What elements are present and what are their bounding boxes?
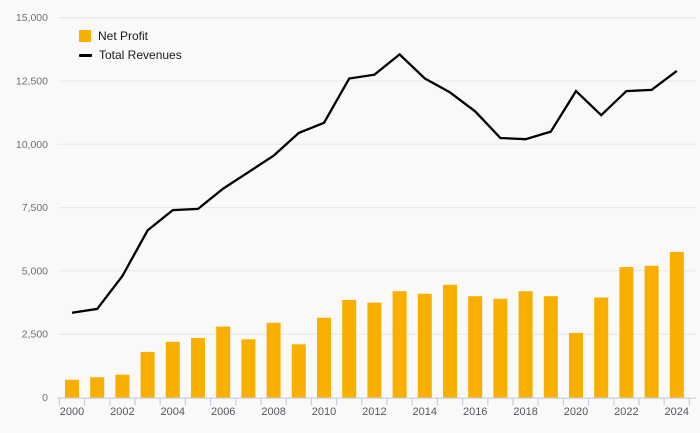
y-axis-tick-label: 2,500 xyxy=(22,329,48,341)
bar-2021[interactable] xyxy=(594,297,609,398)
bar-2007[interactable] xyxy=(241,339,256,398)
net-profit-swatch-icon xyxy=(79,30,91,42)
bar-2012[interactable] xyxy=(367,302,382,398)
bar-2016[interactable] xyxy=(468,296,483,398)
bar-2023[interactable] xyxy=(644,265,659,398)
bar-2003[interactable] xyxy=(140,351,155,398)
bar-2014[interactable] xyxy=(417,293,432,398)
bar-2018[interactable] xyxy=(518,291,533,398)
bar-2017[interactable] xyxy=(493,298,508,398)
x-axis-tick-label: 2012 xyxy=(362,406,386,418)
legend-label-total-revenues: Total Revenues xyxy=(99,48,182,62)
y-axis-tick-label: 15,000 xyxy=(16,12,48,24)
y-axis-tick-label: 5,000 xyxy=(22,265,48,277)
bar-2010[interactable] xyxy=(317,317,331,398)
x-axis-tick-label: 2022 xyxy=(614,406,638,418)
y-axis-tick-label: 12,500 xyxy=(16,76,48,88)
bar-2015[interactable] xyxy=(443,284,457,398)
bar-2008[interactable] xyxy=(266,322,281,398)
bar-2024[interactable] xyxy=(669,251,684,398)
legend-item-total-revenues[interactable]: Total Revenues xyxy=(79,48,182,62)
x-axis-tick-label: 2018 xyxy=(513,406,537,418)
bar-2005[interactable] xyxy=(191,338,205,398)
bar-2022[interactable] xyxy=(619,267,634,398)
bar-2001[interactable] xyxy=(90,377,105,398)
bar-2006[interactable] xyxy=(216,326,231,398)
bar-2009[interactable] xyxy=(291,344,306,398)
bar-2020[interactable] xyxy=(569,332,583,398)
total-revenues-swatch-icon xyxy=(79,53,92,57)
bar-2000[interactable] xyxy=(65,379,79,398)
bar-2019[interactable] xyxy=(543,296,558,398)
x-axis-tick-label: 2006 xyxy=(211,406,235,418)
x-axis-tick-label: 2016 xyxy=(463,406,487,418)
legend-item-net-profit[interactable]: Net Profit xyxy=(79,29,182,43)
legend-label-net-profit: Net Profit xyxy=(98,29,149,43)
chart-legend: Net Profit Total Revenues xyxy=(79,29,182,62)
bar-2011[interactable] xyxy=(342,300,357,398)
x-axis-tick-label: 2002 xyxy=(110,406,134,418)
bar-2013[interactable] xyxy=(392,291,407,398)
x-axis-tick-label: 2014 xyxy=(413,406,437,418)
x-axis-tick-label: 2008 xyxy=(261,406,285,418)
x-axis-tick-label: 2024 xyxy=(665,406,689,418)
x-axis-tick-label: 2010 xyxy=(312,406,336,418)
bar-2002[interactable] xyxy=(115,374,130,398)
y-axis-tick-label: 10,000 xyxy=(16,139,48,151)
x-axis-tick-label: 2000 xyxy=(60,406,84,418)
total-revenues-line[interactable] xyxy=(71,52,678,314)
x-axis-tick-label: 2004 xyxy=(161,406,185,418)
bar-2004[interactable] xyxy=(165,341,180,398)
x-axis-tick-label: 2020 xyxy=(564,406,588,418)
y-axis-tick-label: 0 xyxy=(42,392,48,404)
y-axis-tick-label: 7,500 xyxy=(22,202,48,214)
